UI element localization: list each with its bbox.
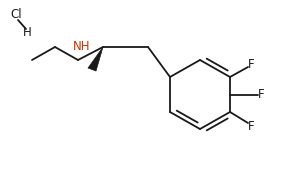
Text: F: F [248, 58, 255, 71]
Text: F: F [248, 121, 255, 134]
Text: H: H [22, 27, 32, 40]
Text: NH: NH [73, 41, 90, 53]
Text: Cl: Cl [10, 9, 22, 21]
Text: F: F [258, 89, 265, 102]
Polygon shape [88, 47, 103, 71]
